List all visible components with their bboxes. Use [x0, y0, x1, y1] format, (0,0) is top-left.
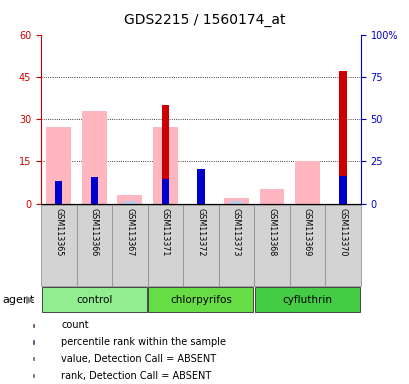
Text: GSM113370: GSM113370: [338, 208, 347, 256]
Text: count: count: [61, 320, 88, 330]
Text: GDS2215 / 1560174_at: GDS2215 / 1560174_at: [124, 13, 285, 27]
FancyBboxPatch shape: [42, 287, 146, 312]
Bar: [55, 181, 62, 204]
Bar: [82, 111, 106, 204]
FancyBboxPatch shape: [148, 287, 253, 312]
Bar: [161, 179, 169, 204]
Text: GSM113371: GSM113371: [160, 208, 169, 256]
FancyBboxPatch shape: [41, 205, 76, 286]
Text: GSM113368: GSM113368: [267, 208, 276, 256]
Bar: [197, 169, 204, 204]
Text: GSM113366: GSM113366: [90, 208, 99, 256]
Text: GSM113373: GSM113373: [231, 208, 240, 256]
Bar: [32, 374, 34, 377]
Bar: [339, 71, 346, 204]
Text: control: control: [76, 295, 112, 305]
Bar: [46, 127, 71, 204]
Text: GSM113367: GSM113367: [125, 208, 134, 256]
Text: ▶: ▶: [26, 295, 34, 305]
Text: GSM113372: GSM113372: [196, 208, 205, 257]
FancyBboxPatch shape: [254, 287, 359, 312]
Bar: [32, 324, 34, 327]
FancyBboxPatch shape: [112, 205, 147, 286]
Bar: [161, 105, 169, 204]
Bar: [294, 161, 319, 204]
Bar: [259, 189, 284, 204]
Text: rank, Detection Call = ABSENT: rank, Detection Call = ABSENT: [61, 371, 211, 381]
Bar: [32, 341, 34, 344]
Text: cyfluthrin: cyfluthrin: [282, 295, 332, 305]
Bar: [229, 201, 243, 204]
Text: chlorpyrifos: chlorpyrifos: [170, 295, 231, 305]
Bar: [32, 357, 34, 360]
FancyBboxPatch shape: [254, 205, 289, 286]
Bar: [90, 177, 98, 204]
Bar: [223, 198, 248, 204]
FancyBboxPatch shape: [147, 205, 183, 286]
Bar: [117, 195, 142, 204]
Text: GSM113369: GSM113369: [302, 208, 311, 256]
FancyBboxPatch shape: [324, 205, 360, 286]
FancyBboxPatch shape: [183, 205, 218, 286]
Text: GSM113365: GSM113365: [54, 208, 63, 256]
Bar: [123, 201, 136, 204]
Bar: [153, 127, 178, 204]
Text: agent: agent: [2, 295, 34, 305]
FancyBboxPatch shape: [218, 205, 254, 286]
Text: percentile rank within the sample: percentile rank within the sample: [61, 337, 225, 347]
Bar: [339, 177, 346, 204]
FancyBboxPatch shape: [289, 205, 324, 286]
Text: value, Detection Call = ABSENT: value, Detection Call = ABSENT: [61, 354, 216, 364]
FancyBboxPatch shape: [76, 205, 112, 286]
